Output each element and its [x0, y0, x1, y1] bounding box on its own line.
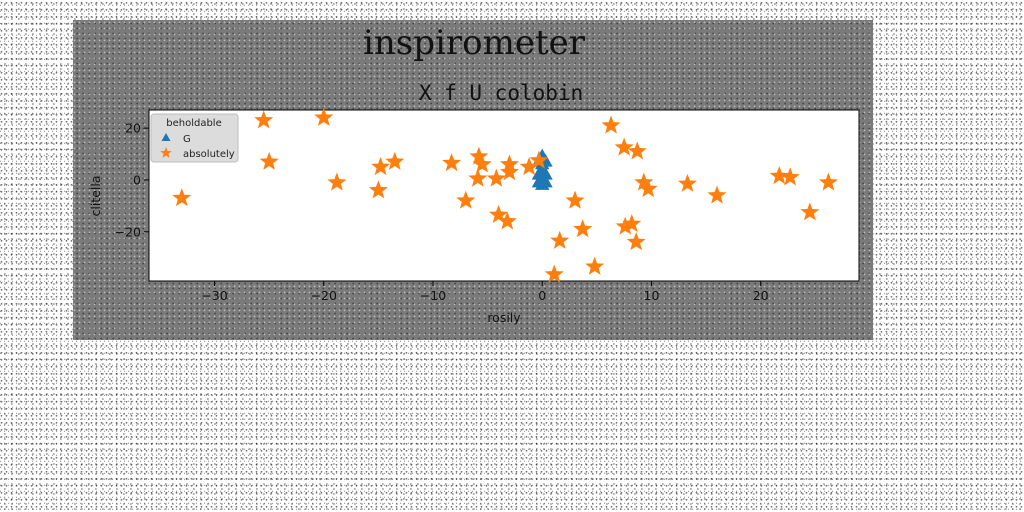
star-point-absolutely [468, 168, 488, 187]
legend-box [150, 113, 239, 163]
x-tick-label: −10 [420, 288, 446, 303]
chart-figure: inspirometer X f U colobin −30 −20 −10 0 10 2… [73, 20, 873, 340]
star-point-absolutely [565, 190, 585, 209]
chart-suptitle: inspirometer [363, 23, 586, 63]
y-tick-label: −20 [115, 224, 141, 239]
star-point-absolutely [472, 154, 492, 173]
star-point-absolutely [769, 166, 789, 185]
x-axis-label: rosily [487, 310, 521, 325]
x-tick-label: −20 [311, 288, 337, 303]
star-point-absolutely [585, 256, 605, 275]
star-point-absolutely [627, 141, 647, 160]
y-tick-label: 20 [125, 121, 141, 136]
star-point-absolutely [442, 153, 462, 172]
star-point-absolutely [818, 172, 838, 191]
star-point-absolutely [622, 214, 642, 233]
legend-label: absolutely [183, 149, 235, 160]
star-point-absolutely [800, 202, 820, 221]
star-point-absolutely [314, 107, 334, 126]
star-point-absolutely [550, 230, 570, 249]
star-point-absolutely [615, 216, 635, 235]
star-point-absolutely [573, 219, 593, 238]
chart-title: X f U colobin [419, 81, 583, 105]
star-point-absolutely [614, 137, 634, 156]
x-tick-label: 10 [644, 288, 660, 303]
star-point-absolutely [626, 232, 646, 251]
plot-area [148, 109, 860, 282]
star-point-absolutely [371, 157, 391, 176]
x-tick-label: −30 [201, 288, 227, 303]
star-point-absolutely [678, 173, 698, 192]
scatter-chart: inspirometer X f U colobin −30 −20 −10 0 10 2… [88, 23, 860, 325]
star-point-absolutely [368, 180, 388, 199]
y-tick-label: 0 [133, 172, 141, 187]
star-point-absolutely [489, 204, 509, 224]
star-point-absolutely [499, 162, 519, 181]
star-point-absolutely [486, 168, 506, 187]
star-point-absolutely [634, 172, 654, 191]
triangle-point-g [538, 174, 553, 188]
star-point-absolutely [456, 190, 476, 209]
star-point-absolutely [638, 179, 658, 198]
star-point-absolutely [529, 150, 549, 169]
star-point-absolutely [469, 146, 489, 165]
legend-label: G [183, 134, 191, 145]
star-point-absolutely [259, 151, 279, 170]
legend-marker [161, 133, 171, 141]
star-point-absolutely [601, 115, 621, 134]
x-tick-label: 0 [538, 288, 546, 303]
data-points [172, 107, 838, 283]
x-tick-label: 20 [753, 288, 769, 303]
star-point-absolutely [544, 264, 564, 283]
star-point-absolutely [780, 167, 800, 186]
y-axis-label: clitella [88, 175, 103, 216]
legend-title: beholdable [166, 118, 222, 129]
triangle-point-g [538, 166, 553, 180]
star-point-absolutely [385, 151, 405, 170]
star-point-absolutely [519, 157, 539, 176]
star-point-absolutely [254, 110, 274, 129]
star-point-absolutely [497, 211, 517, 230]
axis-ticks: −30 −20 −10 0 10 20 −20 0 20 [115, 121, 769, 303]
star-point-absolutely [327, 172, 347, 191]
star-point-absolutely [707, 185, 727, 204]
legend-marker [160, 147, 172, 158]
star-point-absolutely [172, 188, 192, 207]
